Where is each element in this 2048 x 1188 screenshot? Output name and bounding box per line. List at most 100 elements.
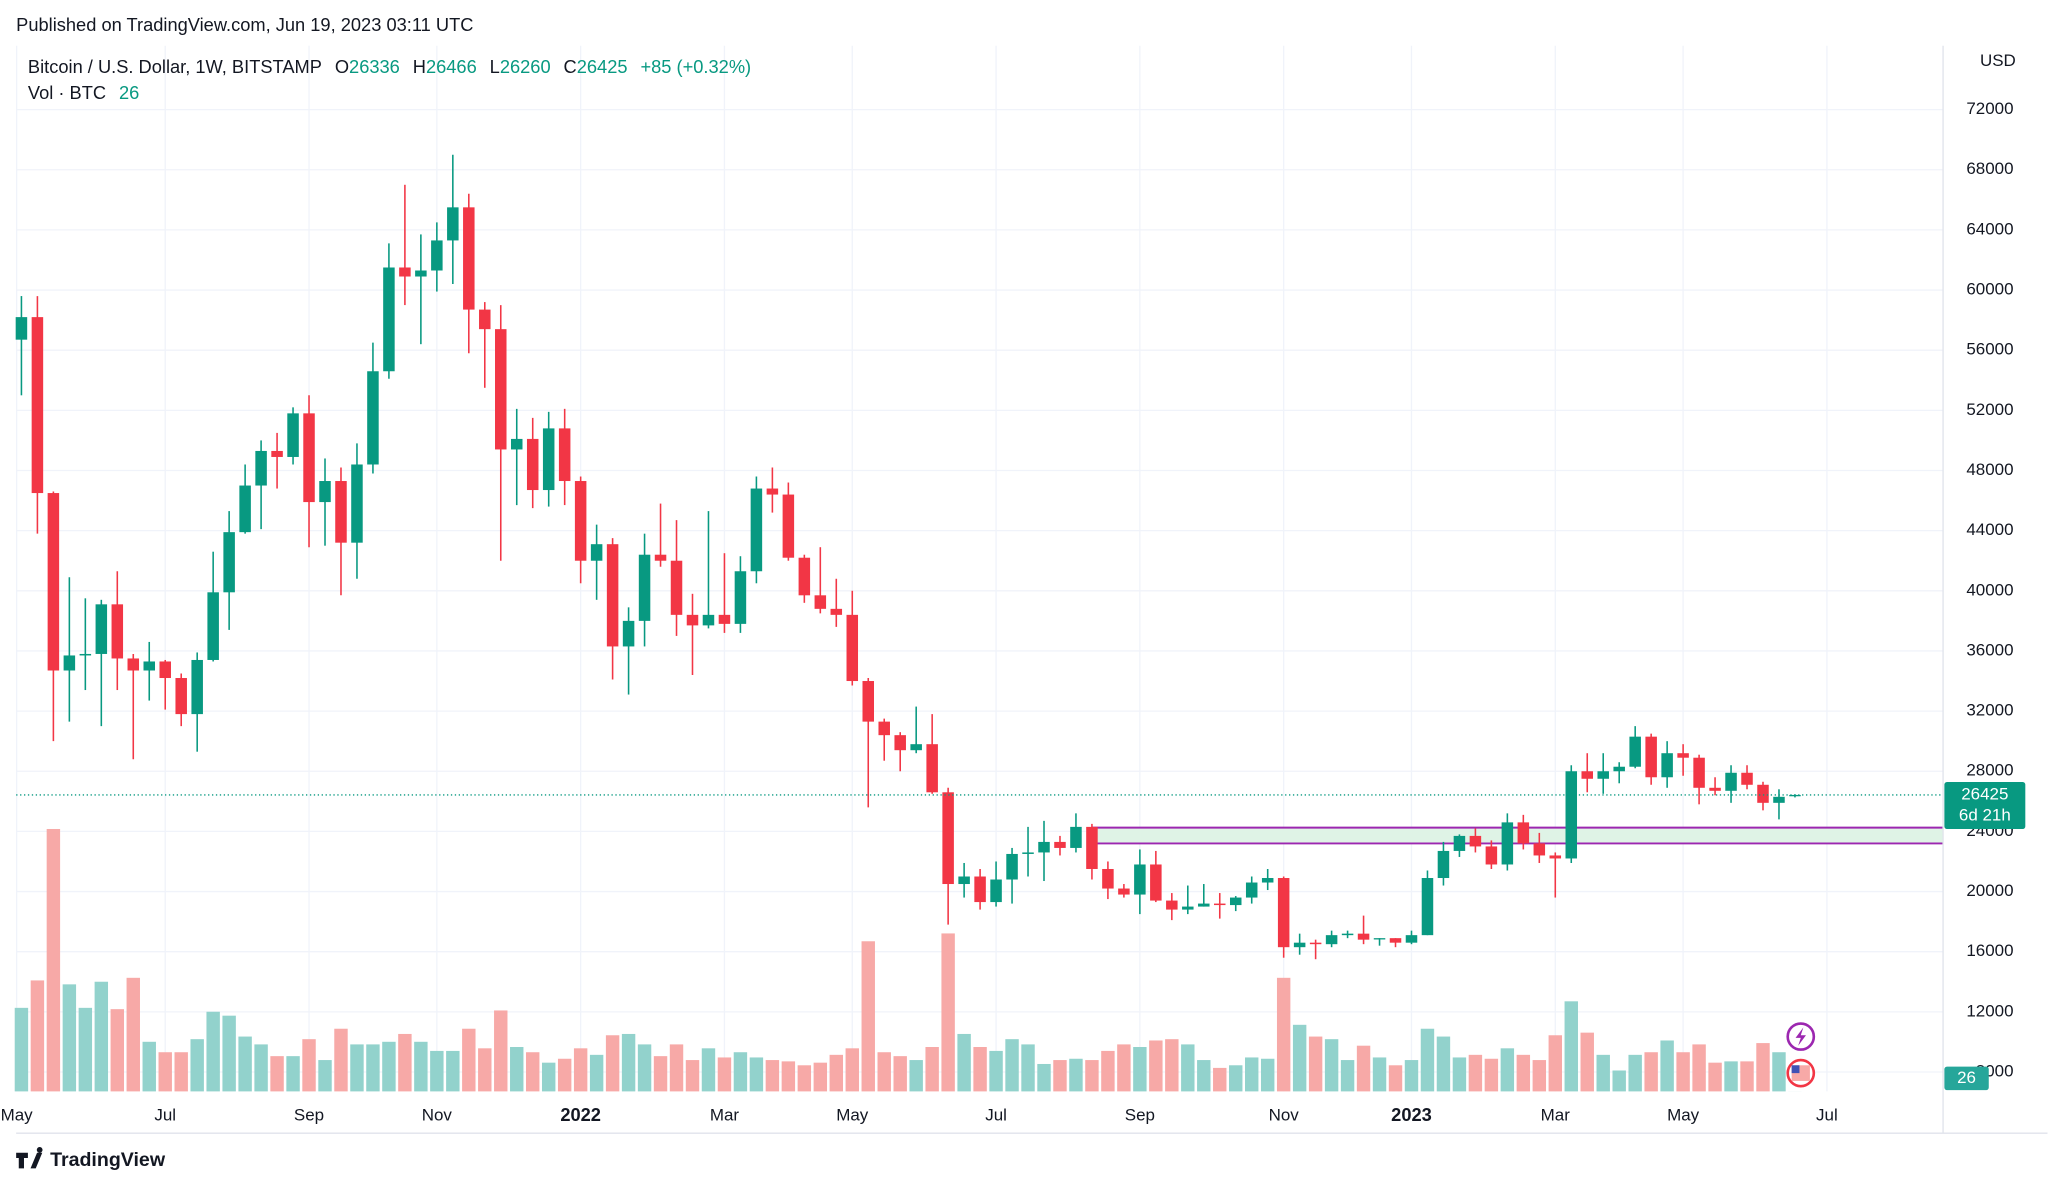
- candle-body: [191, 659, 203, 715]
- volume-bar: [174, 1052, 188, 1092]
- candle-body: [239, 485, 251, 533]
- candle-body: [1405, 935, 1418, 943]
- y-tick-label: 44000: [1966, 520, 2013, 539]
- candle-body: [1565, 771, 1578, 859]
- volume-bar: [925, 1047, 939, 1092]
- volume-bar: [717, 1057, 732, 1092]
- ohlc-value: 26425: [577, 56, 628, 77]
- candle-body: [1421, 878, 1434, 936]
- volume-bar: [206, 1011, 220, 1092]
- candle-body: [255, 450, 267, 486]
- y-tick-label: 56000: [1966, 340, 2013, 359]
- volume-bar: [1532, 1060, 1547, 1092]
- volume-bar: [430, 1050, 444, 1092]
- volume-bar: [653, 1056, 668, 1092]
- x-tick-label: Mar: [1541, 1106, 1571, 1125]
- volume-label: Vol · BTC: [28, 82, 106, 103]
- candle-body: [1581, 771, 1593, 779]
- volume-bar: [1085, 1060, 1099, 1092]
- x-tick-label: May: [1, 1106, 34, 1125]
- y-tick-label: 12000: [1966, 1001, 2013, 1020]
- candle-body: [223, 532, 235, 593]
- y-tick-label: 60000: [1966, 280, 2013, 299]
- x-tick-label: Nov: [422, 1106, 453, 1125]
- volume-bar: [1133, 1047, 1147, 1092]
- volume-bar: [605, 1035, 620, 1092]
- volume-bar: [1005, 1039, 1019, 1092]
- y-tick-label: 72000: [1966, 99, 2013, 118]
- volume-value: 26: [119, 82, 139, 103]
- volume-bar: [1516, 1054, 1531, 1092]
- volume-bar: [1101, 1050, 1115, 1092]
- candle-body: [15, 317, 28, 340]
- candle-body: [447, 207, 459, 241]
- candle-body: [127, 658, 140, 671]
- volume-bar: [861, 941, 875, 1092]
- volume-bar: [78, 1007, 93, 1092]
- volume-bar: [669, 1044, 684, 1092]
- volume-bar: [350, 1044, 364, 1092]
- volume-bar: [526, 1052, 540, 1092]
- candle-body: [383, 267, 395, 372]
- event-icon-flag: [1791, 1065, 1800, 1074]
- candle-body: [734, 571, 747, 624]
- grid: [15, 45, 1944, 1092]
- candle-body: [1453, 835, 1466, 851]
- volume-bar: [877, 1052, 891, 1092]
- volume-bar: [1037, 1063, 1051, 1092]
- y-tick-label: 32000: [1966, 701, 2013, 720]
- candle-body: [1341, 933, 1354, 936]
- candle-body: [654, 554, 667, 561]
- price-tag: 26425 6d 21h: [1944, 781, 2026, 829]
- candle-body: [1741, 772, 1753, 785]
- candle-body: [1070, 826, 1082, 848]
- volume-tag-value: 26: [1957, 1068, 1976, 1087]
- volume-bar: [1644, 1052, 1658, 1092]
- candle-body: [1214, 903, 1226, 906]
- volume-bar: [126, 977, 140, 1092]
- volume-bar: [1213, 1067, 1227, 1092]
- candle-body: [814, 595, 827, 609]
- ohlc-label: O: [335, 56, 349, 77]
- candle-body: [1517, 822, 1530, 844]
- y-tick-label: 64000: [1966, 219, 2013, 238]
- event-icon-bolt: [1795, 1027, 1806, 1046]
- volume-bar: [1628, 1054, 1642, 1092]
- volume-bar: [557, 1058, 572, 1092]
- volume-bar: [1021, 1044, 1035, 1092]
- volume-bar: [733, 1052, 748, 1092]
- x-tick-label: Jul: [985, 1106, 1007, 1125]
- candle-body: [1437, 850, 1450, 879]
- volume-bar: [685, 1060, 700, 1092]
- candle-body: [143, 661, 156, 671]
- candle-body: [175, 678, 187, 715]
- volume-bar: [62, 984, 77, 1092]
- price-tag-value: 26425: [1961, 785, 2008, 804]
- volume-bar: [382, 1041, 396, 1092]
- candle-body: [1677, 753, 1689, 758]
- volume-bar: [1564, 1001, 1578, 1092]
- volume-bar: [1069, 1058, 1083, 1092]
- volume-bar: [1260, 1058, 1275, 1092]
- candle-body: [495, 329, 507, 450]
- candle-body: [1693, 757, 1705, 788]
- volume-bar: [637, 1044, 652, 1092]
- volume-bar: [1708, 1062, 1722, 1092]
- candle-body: [63, 655, 76, 671]
- candle-body: [111, 604, 124, 659]
- candle-body: [1789, 794, 1801, 797]
- candle-body: [1645, 736, 1657, 778]
- candle-body: [1006, 853, 1018, 880]
- candle-body: [638, 554, 651, 621]
- volume-bar: [462, 1028, 476, 1092]
- volume-bar: [1165, 1039, 1179, 1092]
- volume-bar: [1197, 1060, 1211, 1092]
- candle-body: [1613, 766, 1625, 772]
- volume-bar: [1308, 1036, 1323, 1092]
- volume-bar: [142, 1041, 156, 1092]
- candle-body: [1485, 846, 1498, 865]
- candle-body: [702, 614, 715, 626]
- x-tick-label: Sep: [1125, 1106, 1155, 1125]
